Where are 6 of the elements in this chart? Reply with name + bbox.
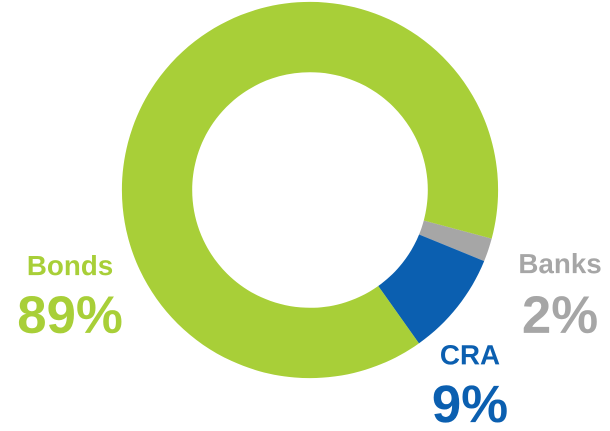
slice-label: Bonds	[28, 254, 112, 276]
data-label: 2%	[524, 296, 597, 334]
data-label: 89%	[18, 296, 122, 334]
slice-label: CRA	[441, 344, 500, 365]
data-label: 9%	[434, 385, 507, 423]
slice-label: Banks	[520, 253, 601, 274]
